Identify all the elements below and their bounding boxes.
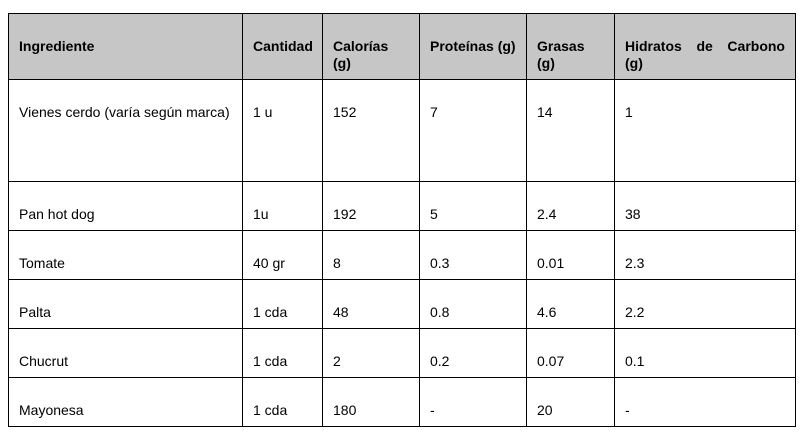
table-row: Pan hot dog 1u 192 5 2.4 38 [8,181,796,231]
cell-grasas: 2.4 [526,181,615,231]
cell-cantidad: 1u [242,181,323,231]
cell-hidratos: 38 [614,181,796,231]
header-proteinas: Proteínas (g) [419,13,527,80]
cell-ingrediente: Mayonesa [8,377,243,427]
cell-ingrediente: Palta [8,279,243,329]
header-calorias: Calorías (g) [322,13,420,80]
cell-cantidad: 1 cda [242,279,323,329]
cell-ingrediente: Chucrut [8,328,243,378]
cell-ingrediente: Tomate [8,230,243,280]
table-row: Vienes cerdo (varía según marca) 1 u 152… [8,79,796,182]
cell-proteinas: 0.2 [419,328,527,378]
table-row: Mayonesa 1 cda 180 - 20 - [8,377,796,427]
cell-proteinas: 7 [419,79,527,182]
cell-calorias: 180 [322,377,420,427]
cell-hidratos: - [614,377,796,427]
cell-proteinas: 0.8 [419,279,527,329]
cell-ingrediente: Vienes cerdo (varía según marca) [8,79,243,182]
cell-hidratos: 2.2 [614,279,796,329]
cell-calorias: 152 [322,79,420,182]
cell-cantidad: 1 cda [242,328,323,378]
table-row: Tomate 40 gr 8 0.3 0.01 2.3 [8,230,796,280]
cell-hidratos: 0.1 [614,328,796,378]
table-row: Chucrut 1 cda 2 0.2 0.07 0.1 [8,328,796,378]
cell-ingrediente: Pan hot dog [8,181,243,231]
cell-calorias: 2 [322,328,420,378]
cell-grasas: 14 [526,79,615,182]
header-ingrediente: Ingrediente [8,13,243,80]
header-row: Ingrediente Cantidad Calorías (g) Proteí… [8,13,796,80]
cell-grasas: 0.07 [526,328,615,378]
cell-calorias: 192 [322,181,420,231]
cell-cantidad: 1 cda [242,377,323,427]
cell-calorias: 8 [322,230,420,280]
nutrition-table: Ingrediente Cantidad Calorías (g) Proteí… [8,13,796,427]
cell-calorias: 48 [322,279,420,329]
cell-proteinas: 0.3 [419,230,527,280]
cell-grasas: 4.6 [526,279,615,329]
cell-hidratos: 2.3 [614,230,796,280]
cell-proteinas: 5 [419,181,527,231]
cell-cantidad: 40 gr [242,230,323,280]
cell-hidratos: 1 [614,79,796,182]
cell-cantidad: 1 u [242,79,323,182]
cell-proteinas: - [419,377,527,427]
table-row: Palta 1 cda 48 0.8 4.6 2.2 [8,279,796,329]
header-hidratos: Hidratos de Carbono (g) [614,13,796,80]
cell-grasas: 20 [526,377,615,427]
header-cantidad: Cantidad [242,13,323,80]
cell-grasas: 0.01 [526,230,615,280]
header-grasas: Grasas (g) [526,13,615,80]
